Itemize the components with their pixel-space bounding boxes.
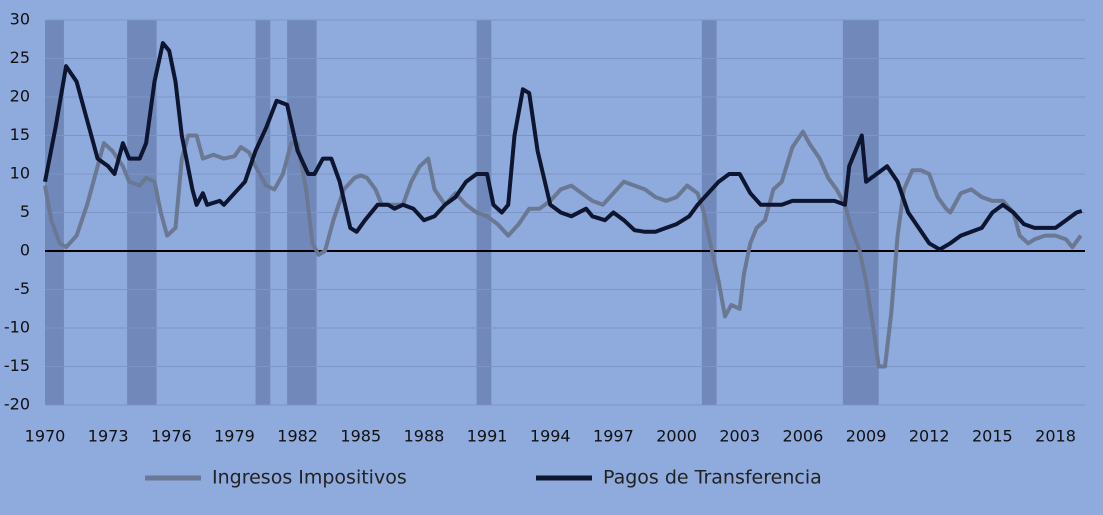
y-tick-label: -5 xyxy=(14,279,30,298)
y-tick-label: 10 xyxy=(10,164,30,183)
x-tick-label: 1970 xyxy=(25,427,66,446)
x-tick-label: 2015 xyxy=(972,427,1013,446)
series-line xyxy=(43,41,1083,252)
x-tick-label: 1994 xyxy=(530,427,571,446)
x-tick-label: 2000 xyxy=(656,427,697,446)
y-tick-label: -15 xyxy=(4,356,30,375)
legend-label: Pagos de Transferencia xyxy=(603,467,822,489)
legend-label: Ingresos Impositivos xyxy=(212,467,407,489)
x-tick-label: 2012 xyxy=(909,427,950,446)
x-tick-label: 1991 xyxy=(467,427,508,446)
x-tick-label: 1982 xyxy=(277,427,318,446)
y-tick-label: 30 xyxy=(10,10,30,29)
y-tick-label: 25 xyxy=(10,48,30,67)
x-tick-label: 2009 xyxy=(846,427,887,446)
x-tick-label: 2006 xyxy=(783,427,824,446)
y-tick-label: 20 xyxy=(10,87,30,106)
y-tick-label: 5 xyxy=(20,202,30,221)
x-tick-label: 2018 xyxy=(1035,427,1076,446)
y-tick-label: 0 xyxy=(20,241,30,260)
x-tick-label: 1979 xyxy=(214,427,255,446)
x-tick-label: 1976 xyxy=(151,427,192,446)
y-tick-label: -20 xyxy=(4,395,30,414)
y-tick-label: -10 xyxy=(4,318,30,337)
x-tick-label: 1988 xyxy=(404,427,445,446)
y-tick-label: 15 xyxy=(10,125,30,144)
legend: Ingresos Impositivos Pagos de Transferenc… xyxy=(145,467,822,489)
x-tick-label: 2003 xyxy=(719,427,760,446)
x-tick-label: 1973 xyxy=(88,427,129,446)
x-tick-label: 1985 xyxy=(340,427,381,446)
x-tick-label: 1997 xyxy=(593,427,634,446)
